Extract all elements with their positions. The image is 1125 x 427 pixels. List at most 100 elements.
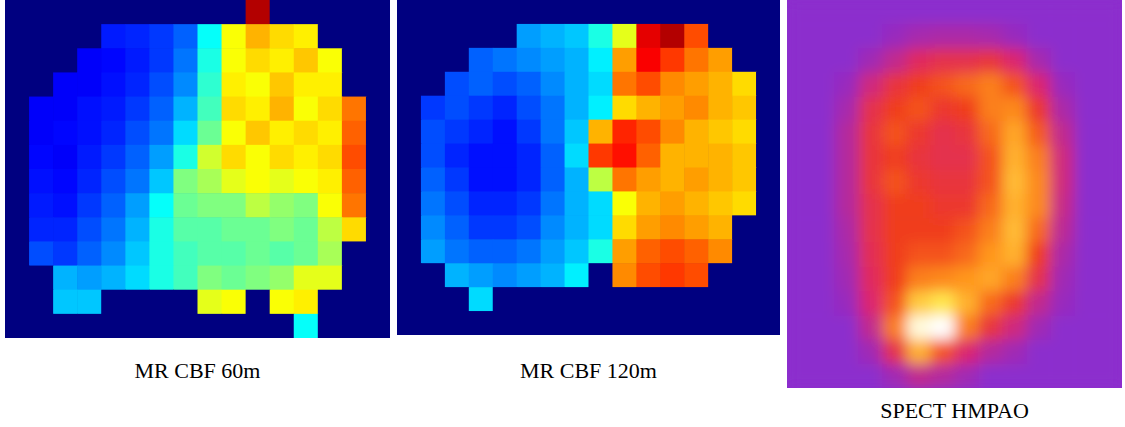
cell	[859, 364, 884, 388]
cell	[684, 168, 709, 193]
cell	[636, 0, 661, 25]
cell	[53, 241, 78, 266]
cell	[149, 97, 174, 122]
cell	[660, 191, 685, 216]
cell	[756, 239, 780, 264]
cell	[955, 73, 980, 98]
cell	[787, 121, 812, 146]
cell	[978, 121, 1003, 146]
cell	[978, 24, 1003, 49]
cell	[149, 24, 174, 49]
cell	[955, 97, 980, 122]
cell	[517, 239, 542, 264]
cell	[859, 49, 884, 74]
cell	[493, 24, 518, 49]
cell	[246, 0, 271, 25]
cell	[541, 144, 566, 169]
cell	[1026, 49, 1051, 74]
cell	[5, 0, 30, 25]
cell	[1098, 24, 1122, 49]
cell	[883, 49, 908, 74]
cell	[1002, 49, 1027, 74]
cell	[125, 72, 150, 97]
cell	[565, 144, 590, 169]
cell	[445, 48, 470, 73]
cell	[660, 168, 685, 193]
cell	[931, 0, 956, 25]
cell	[931, 170, 956, 195]
cell	[445, 0, 470, 25]
cell	[883, 97, 908, 122]
cell	[541, 120, 566, 145]
cell	[811, 49, 836, 74]
cell	[612, 0, 637, 25]
cell	[931, 315, 956, 340]
cell	[173, 169, 198, 194]
cell	[589, 239, 614, 264]
cell	[811, 243, 836, 268]
cell	[907, 291, 932, 316]
cell	[222, 314, 247, 338]
cell	[1026, 243, 1051, 268]
cell	[173, 24, 198, 49]
cell	[684, 144, 709, 169]
cell	[517, 120, 542, 145]
cell	[1026, 194, 1051, 219]
cell	[445, 72, 470, 97]
cell	[29, 241, 54, 266]
cell	[883, 340, 908, 365]
cell	[29, 0, 54, 25]
cell	[1050, 291, 1075, 316]
cell	[835, 24, 860, 49]
cell	[246, 48, 271, 73]
cell	[907, 24, 932, 49]
cell	[612, 263, 637, 288]
cell	[907, 218, 932, 243]
cell	[931, 243, 956, 268]
cell	[125, 193, 150, 218]
cell	[589, 0, 614, 25]
cell	[173, 72, 198, 97]
cell	[636, 24, 661, 49]
cell	[684, 263, 709, 288]
cell	[1074, 146, 1099, 171]
cell	[318, 121, 343, 146]
cell	[421, 96, 446, 121]
cell	[294, 314, 319, 338]
cell	[77, 24, 102, 49]
cell	[835, 121, 860, 146]
cell	[660, 263, 685, 288]
cell	[493, 168, 518, 193]
cell	[125, 97, 150, 122]
cell	[636, 311, 661, 335]
cell	[366, 266, 390, 291]
cell	[636, 48, 661, 73]
cell	[811, 194, 836, 219]
cell	[342, 97, 367, 122]
cell	[756, 24, 780, 49]
cell	[660, 48, 685, 73]
cell	[565, 215, 590, 240]
cell	[541, 215, 566, 240]
cell	[708, 48, 733, 73]
cell	[469, 263, 494, 288]
cell	[931, 97, 956, 122]
cell	[1050, 24, 1075, 49]
cell	[29, 145, 54, 170]
cell	[125, 266, 150, 291]
cell	[835, 194, 860, 219]
cell	[811, 315, 836, 340]
caption: MR CBF 60m	[135, 358, 261, 383]
cell	[612, 191, 637, 216]
cell	[589, 215, 614, 240]
cell	[1098, 73, 1122, 98]
cell	[77, 290, 102, 315]
cell	[366, 314, 390, 338]
cell	[149, 0, 174, 25]
cell	[859, 194, 884, 219]
cell	[1026, 97, 1051, 122]
cell	[246, 169, 271, 194]
cell	[883, 121, 908, 146]
heatmap-panel	[397, 0, 780, 335]
cell	[541, 168, 566, 193]
